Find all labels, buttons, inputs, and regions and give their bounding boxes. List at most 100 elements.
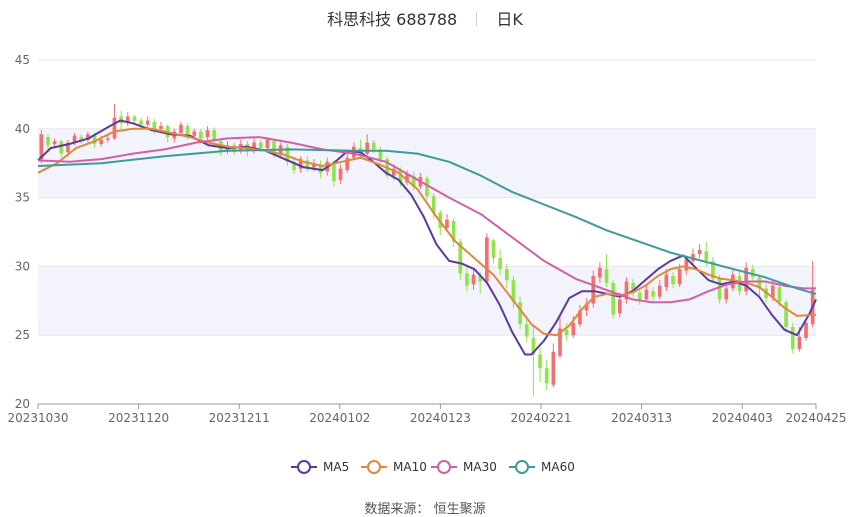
candle-body: [312, 163, 316, 168]
candle-body: [744, 267, 749, 292]
candle-body: [544, 368, 549, 384]
candle-body: [491, 240, 496, 259]
candle-body: [185, 126, 190, 136]
legend-item-ma10[interactable]: MA10: [361, 460, 427, 474]
candle-body: [86, 134, 90, 140]
candle-body: [584, 303, 589, 311]
x-tick-label: 20240123: [410, 411, 471, 425]
candle: [205, 126, 210, 140]
candle: [717, 274, 722, 304]
candle-body: [451, 220, 456, 242]
candle: [332, 160, 336, 187]
legend-label: MA60: [541, 460, 575, 474]
candle-body: [59, 141, 64, 154]
candle: [125, 112, 130, 127]
x-tick-label: 20240221: [510, 411, 571, 425]
candle-body: [504, 269, 509, 281]
candle-body: [199, 131, 203, 139]
legend-item-ma30[interactable]: MA30: [431, 460, 497, 474]
legend: MA5 MA10 MA30 MA60: [291, 460, 575, 474]
candle-body: [571, 322, 576, 336]
candle-body: [664, 274, 669, 288]
candle: [657, 280, 662, 300]
candle-body: [724, 288, 729, 300]
candle: [624, 277, 629, 304]
candle: [591, 270, 596, 308]
candle-body: [637, 292, 642, 300]
x-tick-label: 20231120: [108, 411, 169, 425]
candle: [564, 322, 569, 341]
candle-body: [697, 249, 702, 255]
candle: [212, 127, 217, 146]
candle-body: [804, 322, 808, 338]
y-tick-label: 25: [15, 328, 30, 342]
candle-body: [332, 163, 336, 182]
candle: [425, 175, 429, 201]
ma10-line: [37, 127, 817, 337]
candle: [691, 248, 695, 266]
candle: [551, 343, 556, 388]
candle-body: [39, 134, 44, 160]
candle-body: [92, 135, 97, 144]
candle-body: [677, 269, 682, 285]
x-tick-label: 20231211: [209, 411, 270, 425]
source-name: 恒生聚源: [433, 502, 486, 517]
x-tick-label: 20240403: [712, 411, 773, 425]
candle: [671, 271, 675, 289]
candle: [611, 280, 616, 319]
candle-body: [711, 260, 715, 279]
legend-marker: [297, 460, 311, 474]
candle-body: [431, 196, 436, 213]
band: [38, 266, 816, 336]
candle: [411, 171, 416, 191]
candle: [538, 347, 542, 382]
candle: [345, 153, 350, 173]
x-tick-label: 20240102: [309, 411, 370, 425]
candle: [644, 284, 649, 303]
data-source: 数据来源： 恒生聚源: [0, 498, 850, 517]
candle-body: [790, 326, 795, 349]
candle-body: [371, 142, 376, 150]
candle: [298, 156, 303, 173]
candle-body: [292, 161, 296, 171]
candle: [504, 263, 509, 289]
candle-body: [671, 276, 675, 285]
candle-body: [365, 142, 369, 154]
candle-body: [445, 219, 449, 228]
legend-item-ma5[interactable]: MA5: [291, 460, 349, 474]
candle-body: [465, 273, 469, 286]
y-tick-label: 45: [15, 53, 30, 67]
candle-body: [272, 141, 276, 154]
candle-body: [411, 175, 416, 187]
candle: [697, 244, 702, 259]
candle-body: [797, 336, 802, 349]
candle: [232, 142, 236, 155]
source-label: 数据来源：: [364, 502, 430, 517]
candle: [292, 159, 296, 175]
candle-body: [232, 145, 236, 153]
period-label[interactable]: 日K: [496, 10, 523, 29]
candle: [711, 256, 715, 283]
candle: [724, 282, 729, 304]
y-tick-label: 40: [15, 122, 30, 136]
candle: [305, 156, 310, 172]
candle: [804, 318, 808, 341]
candle: [578, 304, 582, 327]
candle: [112, 104, 117, 140]
candle-body: [258, 142, 263, 149]
candle: [744, 262, 749, 296]
background-bands: [38, 128, 816, 336]
candle-body: [784, 302, 788, 327]
candle: [784, 299, 788, 333]
legend-item-ma60[interactable]: MA60: [509, 460, 575, 474]
candle-body: [391, 168, 396, 176]
candle-body: [132, 116, 137, 121]
candle-body: [471, 274, 476, 285]
candle-body: [72, 135, 77, 143]
candle: [145, 116, 150, 129]
candle: [637, 288, 642, 305]
candle-body: [179, 124, 183, 133]
candle-body: [405, 174, 409, 183]
